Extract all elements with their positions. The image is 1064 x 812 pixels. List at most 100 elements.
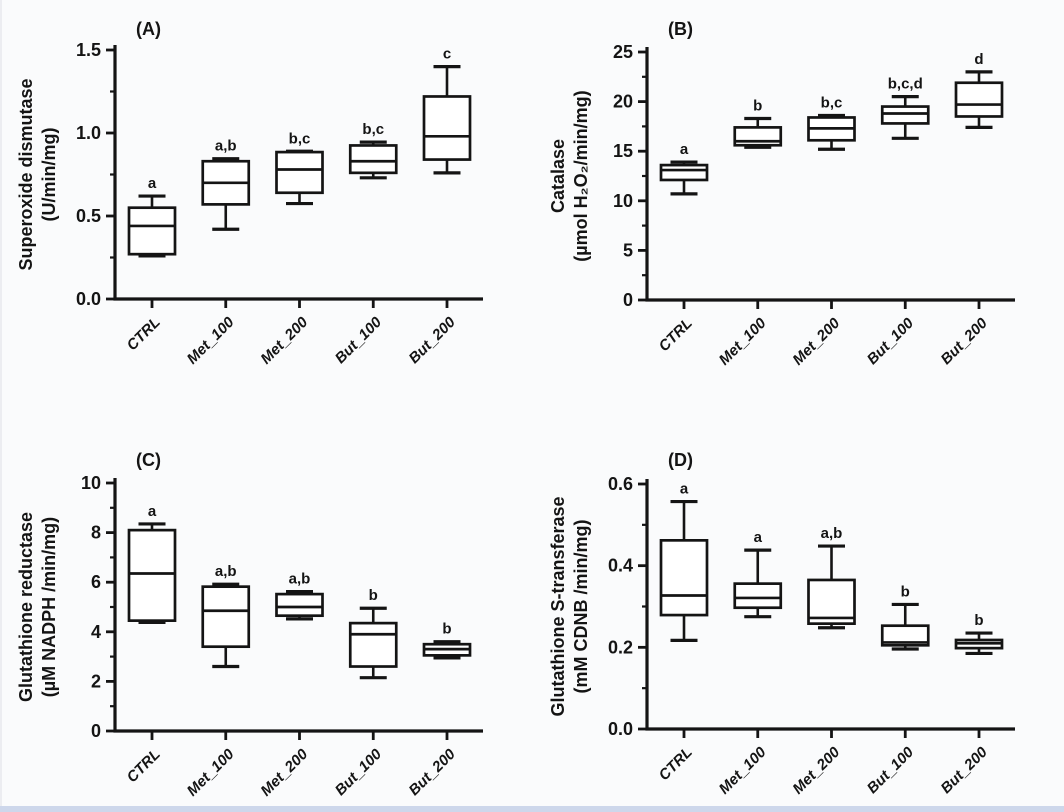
- significance-label: b,c: [289, 130, 311, 147]
- category-label: But_200: [938, 314, 992, 368]
- significance-label: a,b: [289, 571, 311, 588]
- y-tick-label: 8: [91, 523, 101, 543]
- y-axis-title-line1: Glutathione reductase: [16, 512, 36, 702]
- y-axis-title-line1: Superoxide dismutase: [16, 78, 36, 270]
- panel-letter: (D): [668, 450, 693, 470]
- box-plot-Met_100: [201, 582, 251, 669]
- box-plot-CTRL: [659, 160, 709, 196]
- box: [201, 585, 251, 649]
- significance-label: b: [753, 97, 762, 114]
- y-tick-label: 0.0: [608, 719, 633, 739]
- y-tick-label: 15: [613, 141, 633, 161]
- box-plot-Met_200: [807, 544, 856, 630]
- y-tick-label: 1.0: [76, 123, 101, 143]
- y-tick-label: 5: [623, 240, 633, 260]
- box: [127, 206, 177, 256]
- box-plot-Met_100: [201, 157, 251, 231]
- category-label: But_100: [332, 745, 386, 799]
- box: [275, 150, 324, 195]
- box-plot-Met_100: [733, 116, 783, 149]
- box: [880, 105, 930, 125]
- box-plot-But_200: [422, 64, 472, 175]
- box: [954, 81, 1004, 118]
- panel-letter: (C): [136, 450, 161, 470]
- panel-b-catalase-chart: 0 5 10 15 20 25 CTRL Met_100 Met_200 But_100 But_2…: [548, 19, 1015, 369]
- category-label: Met_100: [184, 313, 238, 367]
- category-label: Met_100: [716, 314, 770, 368]
- box-plot-But_100: [880, 602, 930, 651]
- category-label: Met_100: [716, 743, 770, 797]
- window-bottom-border: [0, 806, 1064, 812]
- y-tick-label: 1.5: [76, 40, 101, 60]
- box-plot-Met_100: [733, 548, 783, 619]
- significance-label: b: [369, 587, 378, 604]
- category-label: But_100: [864, 314, 918, 368]
- significance-label: b: [442, 621, 451, 638]
- y-tick-label: 20: [613, 92, 633, 112]
- significance-label: b: [974, 612, 983, 629]
- panel-a-superoxide-dismutase-chart: 0.0 0.5 1.0 1.5 CTRL Met_100 Met_200 But_100 But…: [16, 19, 483, 368]
- significance-label: d: [974, 51, 983, 68]
- y-tick-label: 2: [91, 671, 101, 691]
- box-plot-CTRL: [659, 499, 709, 642]
- y-tick-label: 4: [91, 622, 101, 642]
- category-label: CTRL: [656, 315, 696, 355]
- y-axis-title-line2: (U/min/mg): [39, 128, 59, 222]
- figure-left-edge: [0, 0, 2, 812]
- y-axis-title-line2: (µmol H₂O₂/min/mg): [571, 90, 591, 261]
- category-label: Met_200: [257, 745, 311, 799]
- y-tick-label: 0.6: [608, 474, 633, 494]
- y-tick-label: 6: [91, 572, 101, 592]
- box: [880, 624, 930, 647]
- box-plot-But_200: [954, 70, 1004, 129]
- panel-c-glutathione-reductase-chart: 0 2 4 6 8 10 CTRL Met_100 Met_200 But_100 But_200 a…: [16, 450, 483, 800]
- box-plot-Met_200: [275, 149, 324, 206]
- box: [659, 539, 709, 617]
- significance-label: b,c: [821, 94, 843, 111]
- category-label: But_200: [938, 743, 992, 797]
- box-plot-CTRL: [127, 522, 177, 624]
- y-tick-label: 25: [613, 42, 633, 62]
- category-label: But_100: [864, 743, 918, 797]
- y-axis-title-line1: Catalase: [548, 139, 568, 213]
- box-plot-CTRL: [127, 194, 177, 258]
- significance-label: a,b: [215, 138, 237, 155]
- category-label: But_200: [406, 745, 460, 799]
- category-label: But_200: [406, 313, 460, 367]
- box: [422, 95, 472, 161]
- box: [733, 582, 783, 610]
- box-plot-But_200: [954, 631, 1004, 656]
- box-plot-Met_200: [275, 590, 324, 621]
- box-plot-But_100: [880, 95, 930, 140]
- panel-letter: (A): [136, 19, 161, 39]
- box: [275, 592, 324, 618]
- significance-label: a: [754, 529, 763, 546]
- significance-label: a: [148, 503, 157, 520]
- y-tick-label: 0.5: [76, 206, 101, 226]
- significance-label: a,b: [821, 525, 843, 542]
- box-plot-Met_200: [807, 113, 856, 151]
- significance-label: b,c: [362, 121, 384, 138]
- panel-letter: (B): [668, 19, 693, 39]
- box-plot-But_200: [422, 640, 472, 660]
- category-label: But_100: [332, 313, 386, 367]
- significance-label: b,c,d: [888, 76, 923, 93]
- category-label: Met_200: [789, 314, 843, 368]
- box-plot-But_100: [348, 606, 398, 680]
- box-plot-But_100: [348, 140, 398, 180]
- category-label: CTRL: [656, 744, 696, 784]
- y-axis-title-line2: (mM CDNB /min/mg): [571, 520, 591, 694]
- category-label: Met_100: [184, 745, 238, 799]
- category-label: Met_200: [789, 743, 843, 797]
- box: [127, 528, 177, 622]
- y-axis-title-line1: Glutathione S-transferase: [548, 496, 568, 716]
- y-tick-label: 0: [623, 290, 633, 310]
- box: [348, 621, 398, 668]
- box: [807, 578, 856, 625]
- category-label: Met_200: [257, 313, 311, 367]
- significance-label: a: [680, 481, 689, 498]
- box: [659, 163, 709, 182]
- y-tick-label: 0.2: [608, 637, 633, 657]
- category-label: CTRL: [124, 314, 164, 354]
